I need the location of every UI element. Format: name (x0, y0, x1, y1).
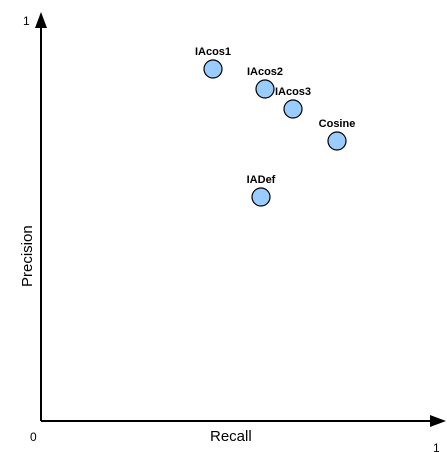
axes (35, 12, 446, 427)
x-axis-title: Recall (210, 428, 252, 445)
point-label-cosine: Cosine (319, 118, 356, 130)
x-tick-label-max: 1 (433, 441, 440, 452)
x-axis-arrow (430, 415, 446, 427)
scatter-point-cosine (327, 131, 347, 151)
point-label-iacos3: IAcos3 (275, 86, 311, 98)
y-tick-label-max: 1 (23, 14, 30, 28)
scatter-point-iadef (251, 187, 271, 207)
point-label-iacos2: IAcos2 (247, 66, 283, 78)
point-label-iadef: IADef (247, 174, 276, 186)
y-axis-title: Precision (19, 225, 36, 287)
data-points: IAcos1 IAcos2 IAcos3 Cosine IADef (195, 46, 356, 207)
y-axis-arrow (35, 12, 47, 28)
scatter-point-iacos1 (203, 59, 223, 79)
point-label-iacos1: IAcos1 (195, 46, 231, 58)
scatter-point-iacos2 (255, 79, 275, 99)
x-tick-label-min: 0 (30, 430, 37, 444)
scatter-point-iacos3 (283, 99, 303, 119)
